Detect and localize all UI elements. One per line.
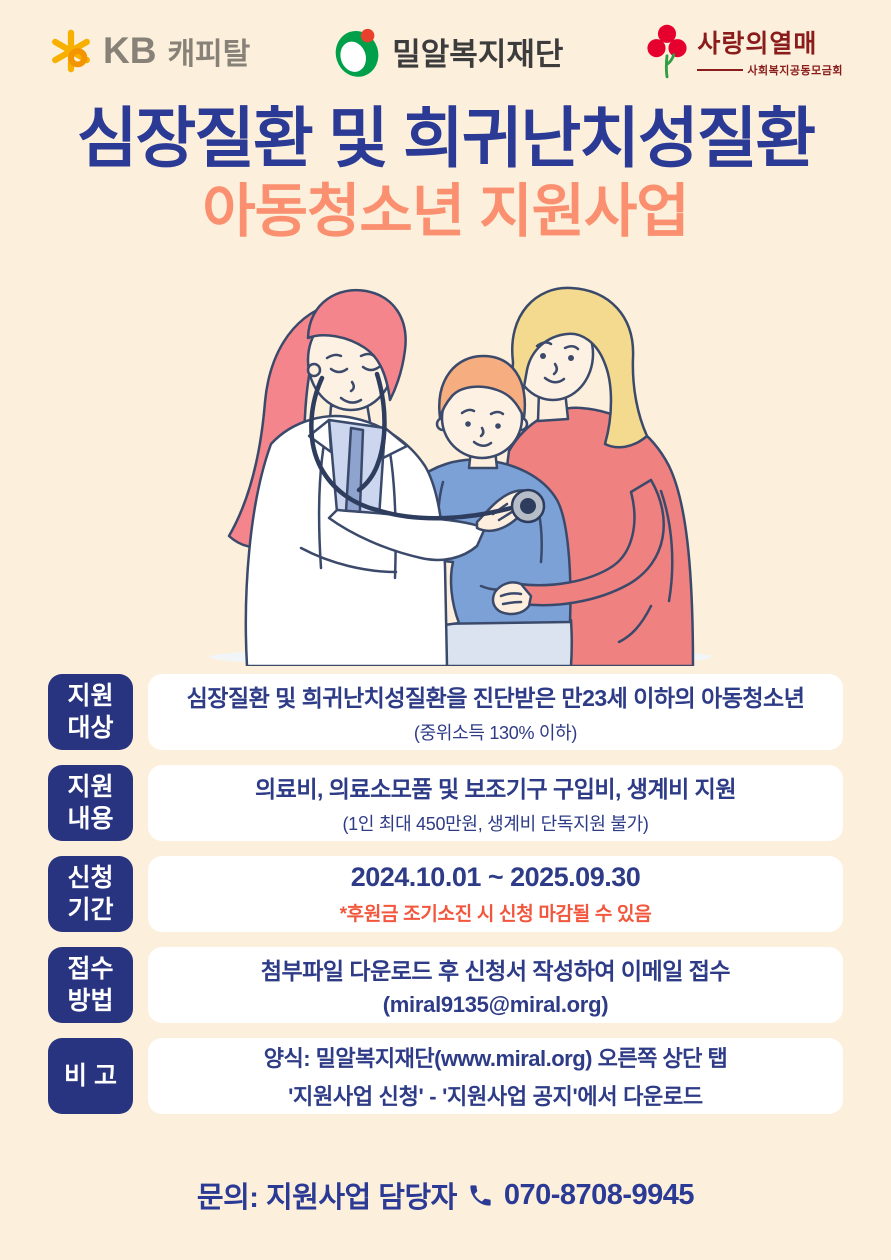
support-target-main: 심장질환 및 희귀난치성질환을 진단받은 만23세 이하의 아동청소년 <box>186 685 805 712</box>
miral-seed-icon <box>335 28 379 77</box>
support-content-sub: (1인 최대 450만원, 생계비 단독지원 불가) <box>342 814 649 835</box>
row-support-target: 지원 대상 심장질환 및 희귀난치성질환을 진단받은 만23세 이하의 아동청소… <box>48 674 843 751</box>
chest-logo-subtext: 사회복지공동모금회 <box>747 65 843 77</box>
support-target-sub: (중위소득 130% 이하) <box>413 723 578 744</box>
chest-logo-text: 사랑의열매 <box>697 30 818 58</box>
row-label-application-period: 신청 기간 <box>48 856 133 933</box>
kb-star-icon <box>52 29 90 73</box>
contact-label: 문의: 지원사업 담당자 <box>196 1182 457 1215</box>
row-content-support-content: 의료비, 의료소모품 및 보조기구 구입비, 생계비 지원 (1인 최대 450… <box>148 765 843 842</box>
note-line2: '지원사업 신청' - '지원사업 공지'에서 다운로드 <box>288 1084 703 1110</box>
fruit-of-love-logo: 사랑의열매 사회복지공동모금회 <box>646 22 843 80</box>
info-table: 지원 대상 심장질환 및 희귀난치성질환을 진단받은 만23세 이하의 아동청소… <box>0 666 891 1115</box>
row-application-method: 접수 방법 첨부파일 다운로드 후 신청서 작성하여 이메일 접수 (miral… <box>48 947 843 1024</box>
poster-subtitle: 아동청소년 지원사업 <box>202 179 689 245</box>
row-content-application-period: 2024.10.01 ~ 2025.09.30 *후원금 조기소진 시 신청 마… <box>148 856 843 933</box>
kb-logo-suffix: 캐피탈 <box>167 38 251 71</box>
note-line1: 양식: 밀알복지재단(www.miral.org) 오른쪽 상단 탭 <box>263 1046 728 1072</box>
application-period-dates: 2024.10.01 ~ 2025.09.30 <box>350 862 641 893</box>
miral-logo-text: 밀알복지재단 <box>392 36 564 72</box>
row-application-period: 신청 기간 2024.10.01 ~ 2025.09.30 *후원금 조기소진 … <box>48 856 843 933</box>
phone-icon <box>470 1185 491 1206</box>
chest-logo-divider <box>697 69 744 71</box>
row-note: 비 고 양식: 밀알복지재단(www.miral.org) 오른쪽 상단 탭 '… <box>48 1038 843 1115</box>
kb-logo-text: KB <box>103 30 157 71</box>
row-label-note: 비 고 <box>48 1038 133 1115</box>
application-method-main: 첨부파일 다운로드 후 신청서 작성하여 이메일 접수 <box>260 958 731 985</box>
illustration-doctor-child-mother <box>181 266 711 667</box>
row-content-application-method: 첨부파일 다운로드 후 신청서 작성하여 이메일 접수 (miral9135@m… <box>148 947 843 1024</box>
row-label-support-target: 지원 대상 <box>48 674 133 751</box>
miral-foundation-logo: 밀알복지재단 <box>333 24 563 78</box>
love-berries-icon <box>647 24 687 79</box>
application-period-warning: *후원금 조기소진 시 신청 마감될 수 있음 <box>339 904 652 926</box>
row-support-content: 지원 내용 의료비, 의료소모품 및 보조기구 구입비, 생계비 지원 (1인 … <box>48 765 843 842</box>
mother-arm <box>491 479 665 616</box>
kb-capital-logo: KB 캐피탈 <box>48 28 250 74</box>
row-label-support-content: 지원 내용 <box>48 765 133 842</box>
support-content-main: 의료비, 의료소모품 및 보조기구 구입비, 생계비 지원 <box>255 776 736 803</box>
footer-contact: 문의: 지원사업 담당자 070-8708-9945 <box>0 1174 891 1216</box>
poster-title: 심장질환 및 희귀난치성질환 <box>76 101 816 175</box>
row-content-support-target: 심장질환 및 희귀난치성질환을 진단받은 만23세 이하의 아동청소년 (중위소… <box>148 674 843 751</box>
doctor-figure <box>227 289 531 667</box>
row-label-application-method: 접수 방법 <box>48 947 133 1024</box>
logo-bar: KB 캐피탈 밀알복지재단 사랑의열매 사회복지공동모금회 <box>0 0 891 80</box>
contact-phone-number: 070-8708-9945 <box>503 1178 695 1211</box>
title-block: 심장질환 및 희귀난치성질환 아동청소년 지원사업 <box>0 96 891 244</box>
application-email: (miral9135@miral.org) <box>382 992 609 1018</box>
stethoscope <box>308 372 545 524</box>
row-content-note: 양식: 밀알복지재단(www.miral.org) 오른쪽 상단 탭 '지원사업… <box>148 1038 843 1115</box>
